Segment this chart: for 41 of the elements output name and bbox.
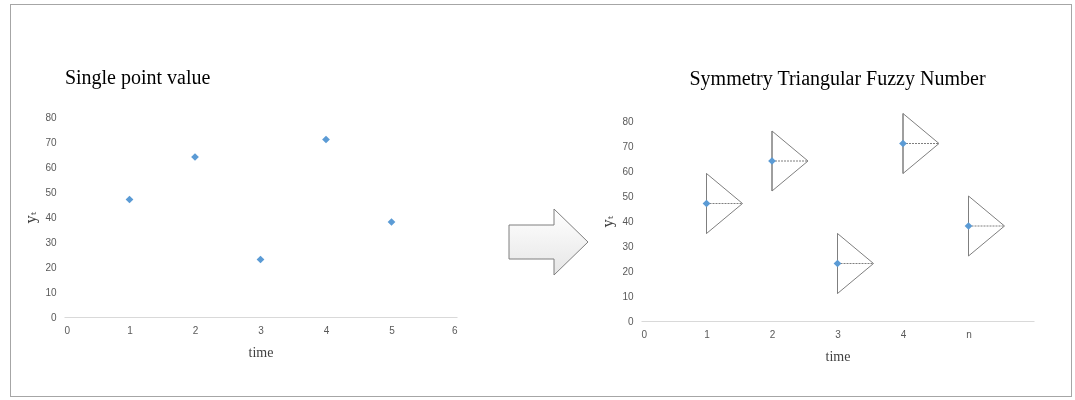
point: [322, 135, 330, 144]
x-tick-label: n: [966, 328, 972, 340]
y-tick-label: 10: [622, 290, 634, 302]
x-axis-title: time: [825, 348, 851, 364]
y-axis-title: yₜ: [23, 211, 40, 225]
x-tick-label: 4: [323, 324, 330, 336]
y-axis-title: yₜ: [600, 215, 617, 229]
x-tick-label: 3: [258, 324, 265, 336]
y-tick-label: 20: [622, 265, 634, 277]
y-tick-label: 40: [45, 211, 57, 223]
y-tick-label: 80: [45, 111, 57, 123]
y-tick-label: 70: [45, 136, 57, 148]
y-tick-label: 0: [50, 311, 57, 323]
point: [964, 222, 973, 230]
chart-title: Symmetry Triangular Fuzzy Number: [689, 67, 986, 90]
y-tick-label: 70: [622, 140, 634, 152]
x-tick-label: 4: [900, 328, 907, 340]
chart-title: Single point value: [64, 66, 211, 89]
point: [899, 139, 907, 148]
x-tick-label: 3: [835, 328, 842, 340]
y-tick-label: 20: [45, 261, 57, 273]
y-tick-label: 50: [45, 186, 57, 198]
x-tick-label: 2: [769, 328, 776, 340]
x-tick-label: 5: [389, 324, 396, 336]
x-tick-label: 1: [704, 328, 711, 340]
x-tick-label: 2: [192, 324, 199, 336]
x-tick-label: 1: [127, 324, 134, 336]
y-tick-label: 60: [622, 165, 634, 177]
y-tick-label: 50: [622, 190, 634, 202]
y-tick-label: 60: [45, 161, 57, 173]
x-tick-label: 6: [451, 324, 458, 336]
y-tick-label: 80: [622, 115, 634, 127]
y-tick-label: 10: [45, 286, 57, 298]
x-tick-label: 0: [641, 328, 648, 340]
y-tick-label: 30: [622, 240, 634, 252]
point: [387, 218, 396, 226]
y-tick-label: 30: [45, 236, 57, 248]
y-tick-label: 0: [627, 315, 634, 327]
x-axis-title: time: [248, 344, 274, 360]
y-tick-label: 40: [622, 215, 634, 227]
x-tick-label: 0: [64, 324, 71, 336]
